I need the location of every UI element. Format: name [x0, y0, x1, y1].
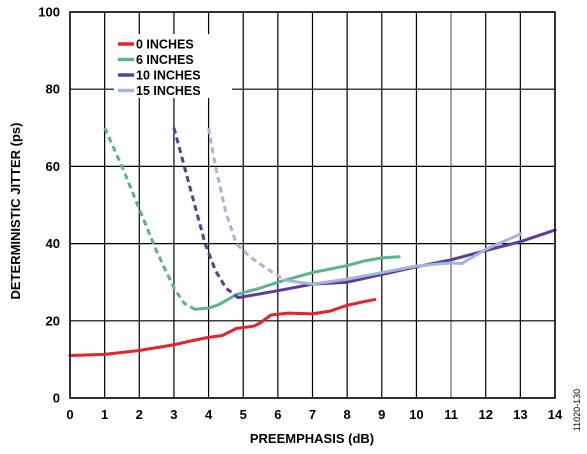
x-tick-label-3: 3: [170, 407, 177, 422]
x-tick-label-1: 1: [101, 407, 108, 422]
legend-label-6-inches: 6 INCHES: [136, 53, 194, 67]
plot-frame: [69, 11, 556, 399]
x-tick-label-0: 0: [66, 407, 73, 422]
y-tick-label-60: 60: [46, 159, 60, 174]
y-tick-label-0: 0: [53, 391, 60, 406]
x-tick-label-7: 7: [309, 407, 316, 422]
series-line-10-inches: [236, 228, 557, 300]
y-tick-label-100: 100: [38, 5, 60, 20]
x-tick-label-9: 9: [378, 407, 385, 422]
x-tick-label-12: 12: [478, 407, 492, 422]
x-tick-label-10: 10: [409, 407, 423, 422]
axes: [69, 11, 556, 399]
series-line-15-inches: [283, 232, 522, 286]
grid: [69, 11, 556, 399]
x-tick-label-2: 2: [136, 407, 143, 422]
x-tick-label-14: 14: [548, 407, 563, 422]
y-tick-label-80: 80: [46, 82, 60, 97]
x-tick-label-4: 4: [205, 407, 213, 422]
series-line-6-inches: [193, 255, 401, 311]
y-tick-label-20: 20: [46, 313, 60, 328]
series-line-dashed-10-inches: [172, 127, 239, 299]
x-axis-title: PREEMPHASIS (dB): [250, 431, 374, 446]
x-tick-labels: 0 1 2 3 4 5 6 7 8 9 10 11 12 13 14: [66, 407, 563, 422]
series-line-dashed-15-inches: [207, 127, 286, 282]
y-tick-label-40: 40: [46, 236, 60, 251]
y-axis-title: DETERMINISTIC JITTER (ps): [8, 123, 23, 300]
x-tick-label-6: 6: [274, 407, 281, 422]
series-group: [68, 127, 557, 358]
figure-id: 11020-130: [572, 389, 582, 431]
legend-label-15-inches: 15 INCHES: [136, 84, 201, 98]
legend-label-0-inches: 0 INCHES: [136, 38, 194, 52]
x-tick-label-13: 13: [513, 407, 527, 422]
legend-label-10-inches: 10 INCHES: [136, 69, 201, 83]
x-tick-label-8: 8: [344, 407, 351, 422]
x-tick-label-5: 5: [240, 407, 247, 422]
series-line-dashed-6-inches: [103, 127, 196, 311]
y-tick-labels: 0 20 40 60 80 100: [38, 5, 60, 406]
x-tick-label-11: 11: [444, 407, 458, 422]
series-line-0-inches: [68, 298, 377, 358]
